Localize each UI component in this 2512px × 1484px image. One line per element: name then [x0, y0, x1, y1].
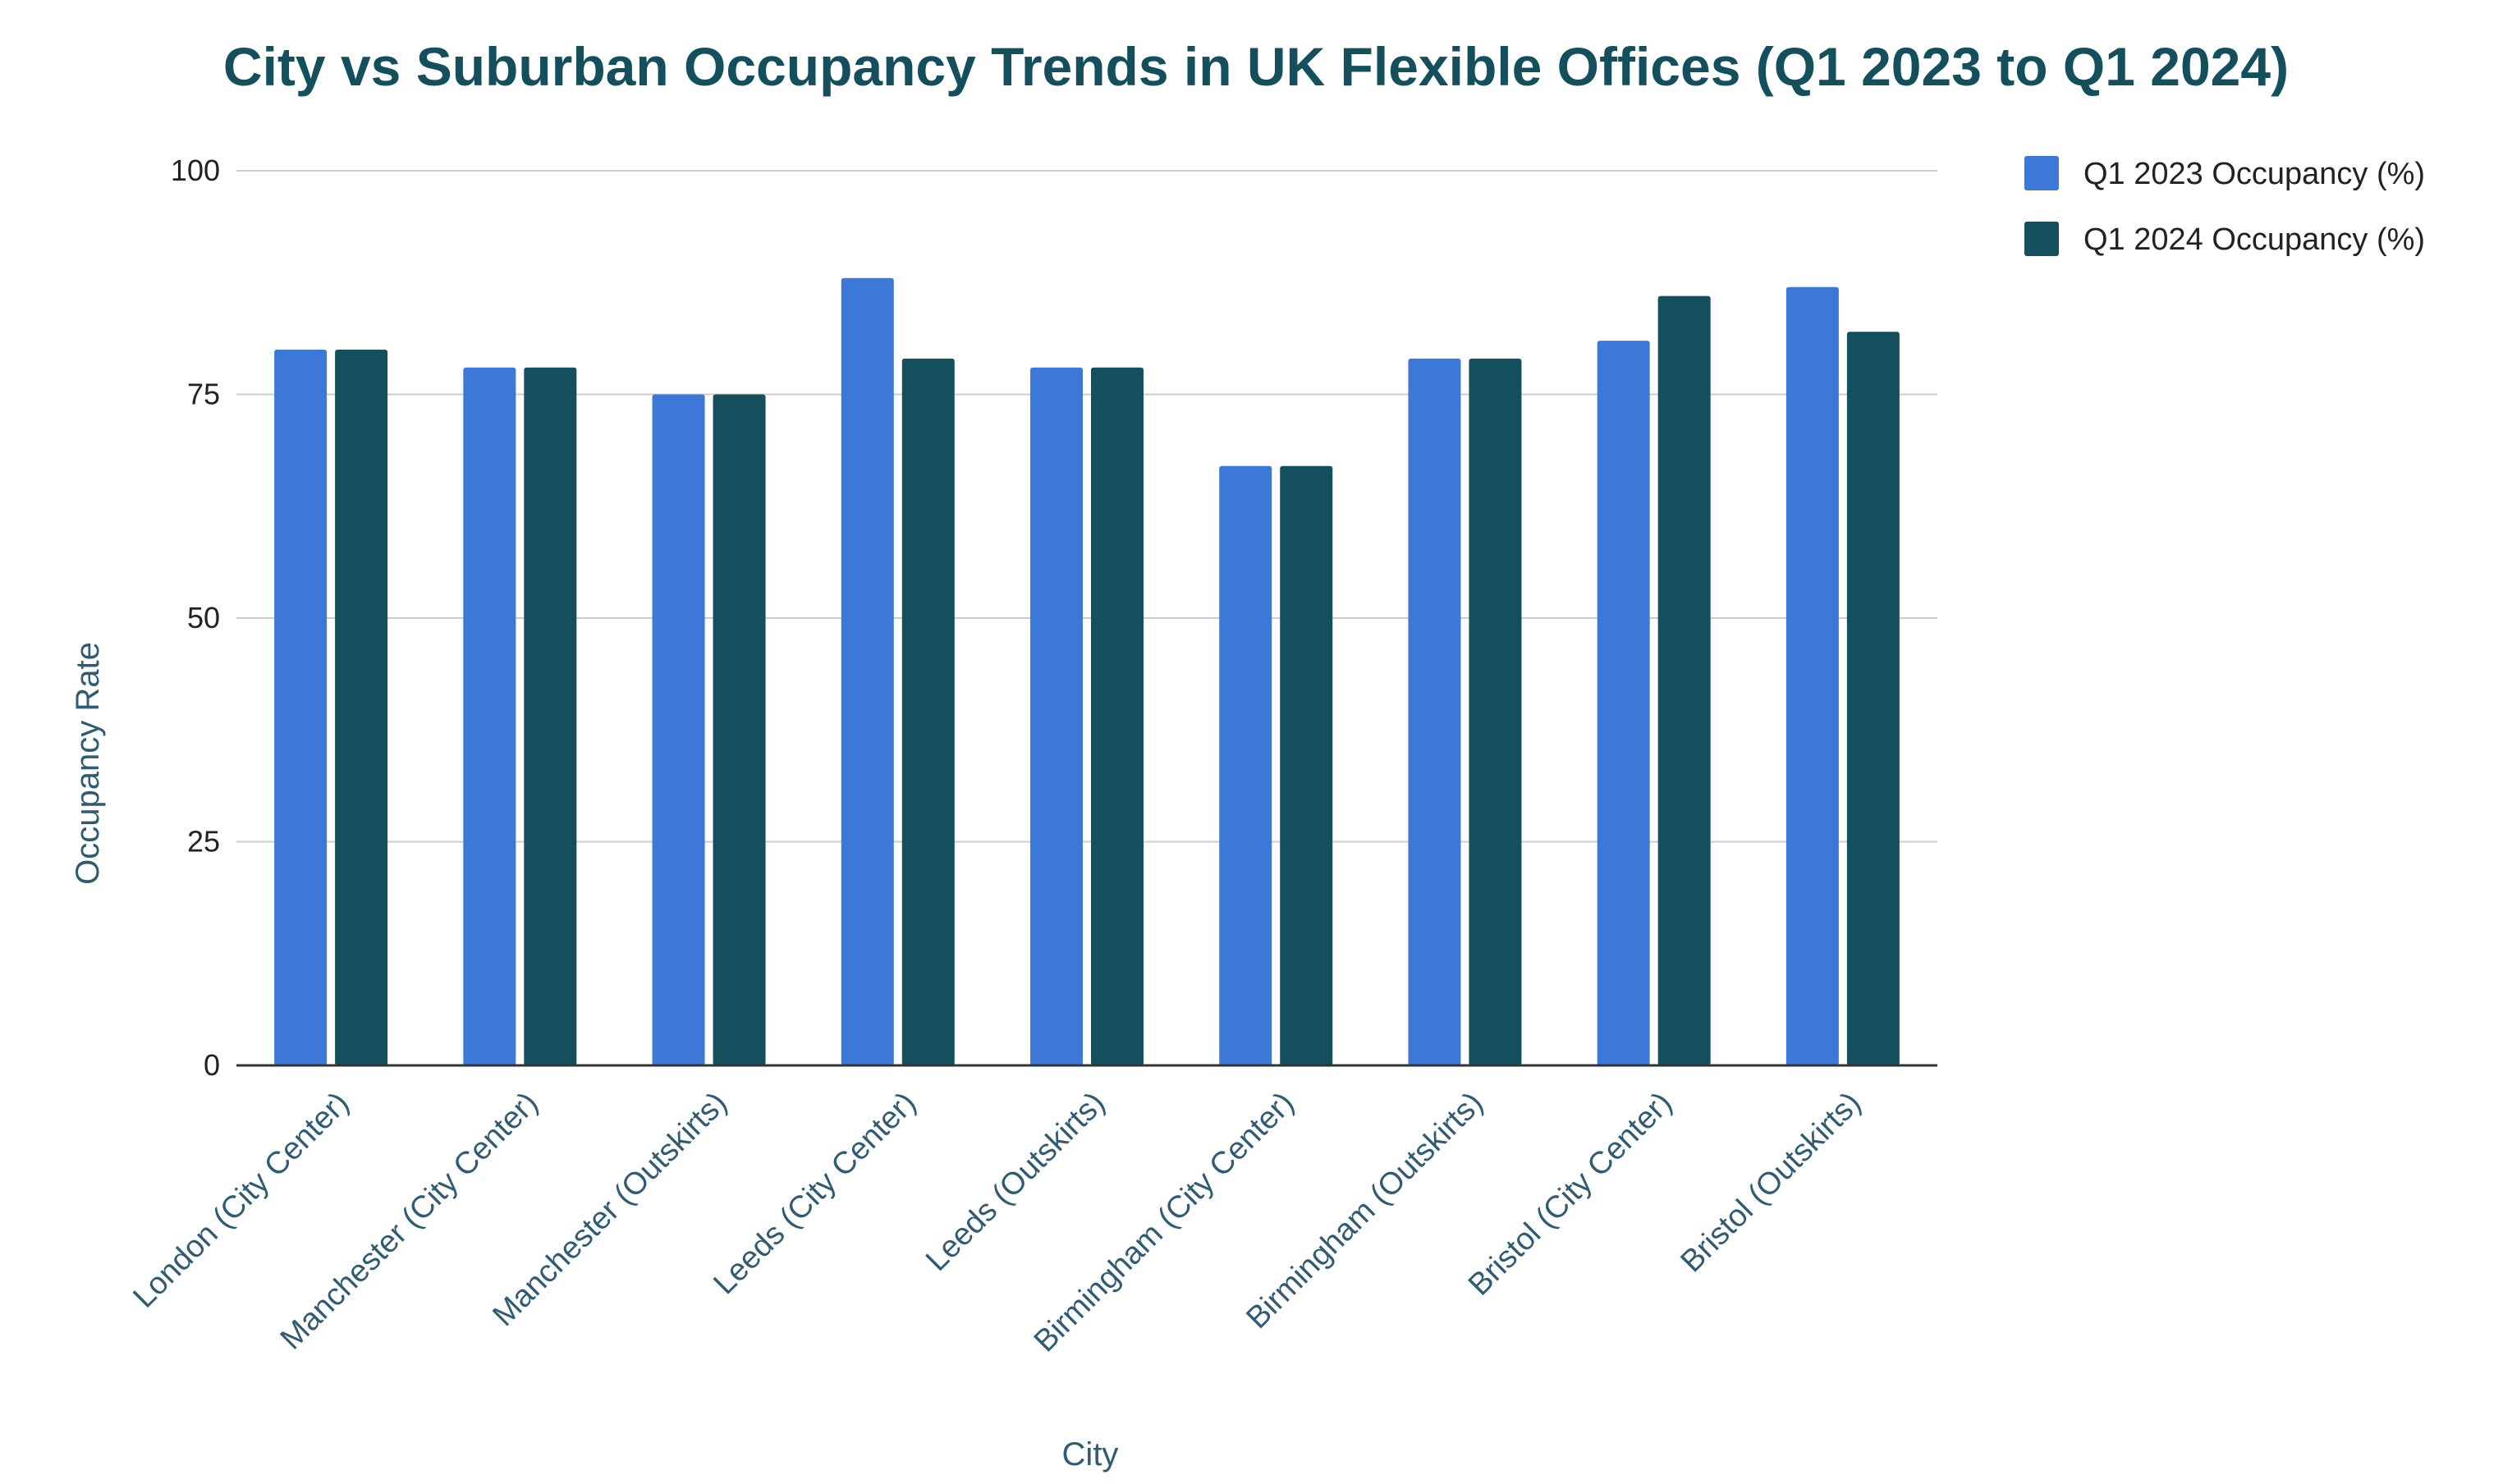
gridlines: [236, 170, 1937, 843]
bar-q1-2024: [1091, 367, 1144, 1065]
bar-q1-2024: [1657, 295, 1711, 1066]
bar-q1-2023: [652, 394, 705, 1065]
bar-q1-2023: [1785, 286, 1839, 1065]
y-axis-title: Occupancy Rate: [70, 642, 106, 885]
bar-q1-2023: [463, 367, 516, 1065]
bar-q1-2024: [524, 367, 577, 1065]
bar-q1-2023: [841, 277, 894, 1065]
bar-q1-2023: [1597, 341, 1650, 1066]
legend-swatch: [2024, 156, 2059, 190]
bar-q1-2024: [1280, 465, 1333, 1065]
bar-q1-2024: [713, 394, 766, 1065]
y-tick-label: 75: [187, 378, 220, 411]
x-category-label: Bristol (Outskirts): [1675, 1086, 1868, 1280]
y-tick-label: 50: [187, 601, 220, 634]
x-category-label: Leeds (Outskirts): [919, 1086, 1112, 1278]
bars: [236, 277, 1937, 1067]
x-category-label: London (City Center): [126, 1086, 355, 1315]
y-tick-label: 100: [171, 153, 220, 187]
bar-q1-2023: [1408, 358, 1461, 1065]
y-tick-label: 0: [204, 1048, 220, 1082]
bar-q1-2024: [1846, 332, 1900, 1065]
bar-q1-2023: [1030, 367, 1083, 1065]
x-category-label: Leeds (City Center): [707, 1086, 923, 1302]
x-category-label: Bristol (City Center): [1462, 1086, 1679, 1303]
legend-swatch: [2024, 222, 2059, 256]
x-axis-title: City: [1062, 1436, 1119, 1473]
legend: Q1 2023 Occupancy (%) Q1 2024 Occupancy (…: [2024, 156, 2425, 257]
bar-q1-2024: [901, 358, 955, 1065]
bar-q1-2024: [1469, 358, 1522, 1065]
bar-q1-2024: [335, 350, 388, 1065]
chart-title: City vs Suburban Occupancy Trends in UK …: [223, 36, 2289, 97]
x-axis-category-labels: London (City Center)Manchester (City Cen…: [126, 1086, 1868, 1359]
y-tick-label: 25: [187, 825, 220, 859]
legend-label: Q1 2023 Occupancy (%): [2083, 157, 2425, 191]
bar-q1-2023: [274, 350, 328, 1065]
y-axis-ticks: 0 25 50 75 100: [171, 153, 220, 1082]
bar-q1-2023: [1219, 465, 1272, 1065]
legend-label: Q1 2024 Occupancy (%): [2083, 222, 2425, 257]
